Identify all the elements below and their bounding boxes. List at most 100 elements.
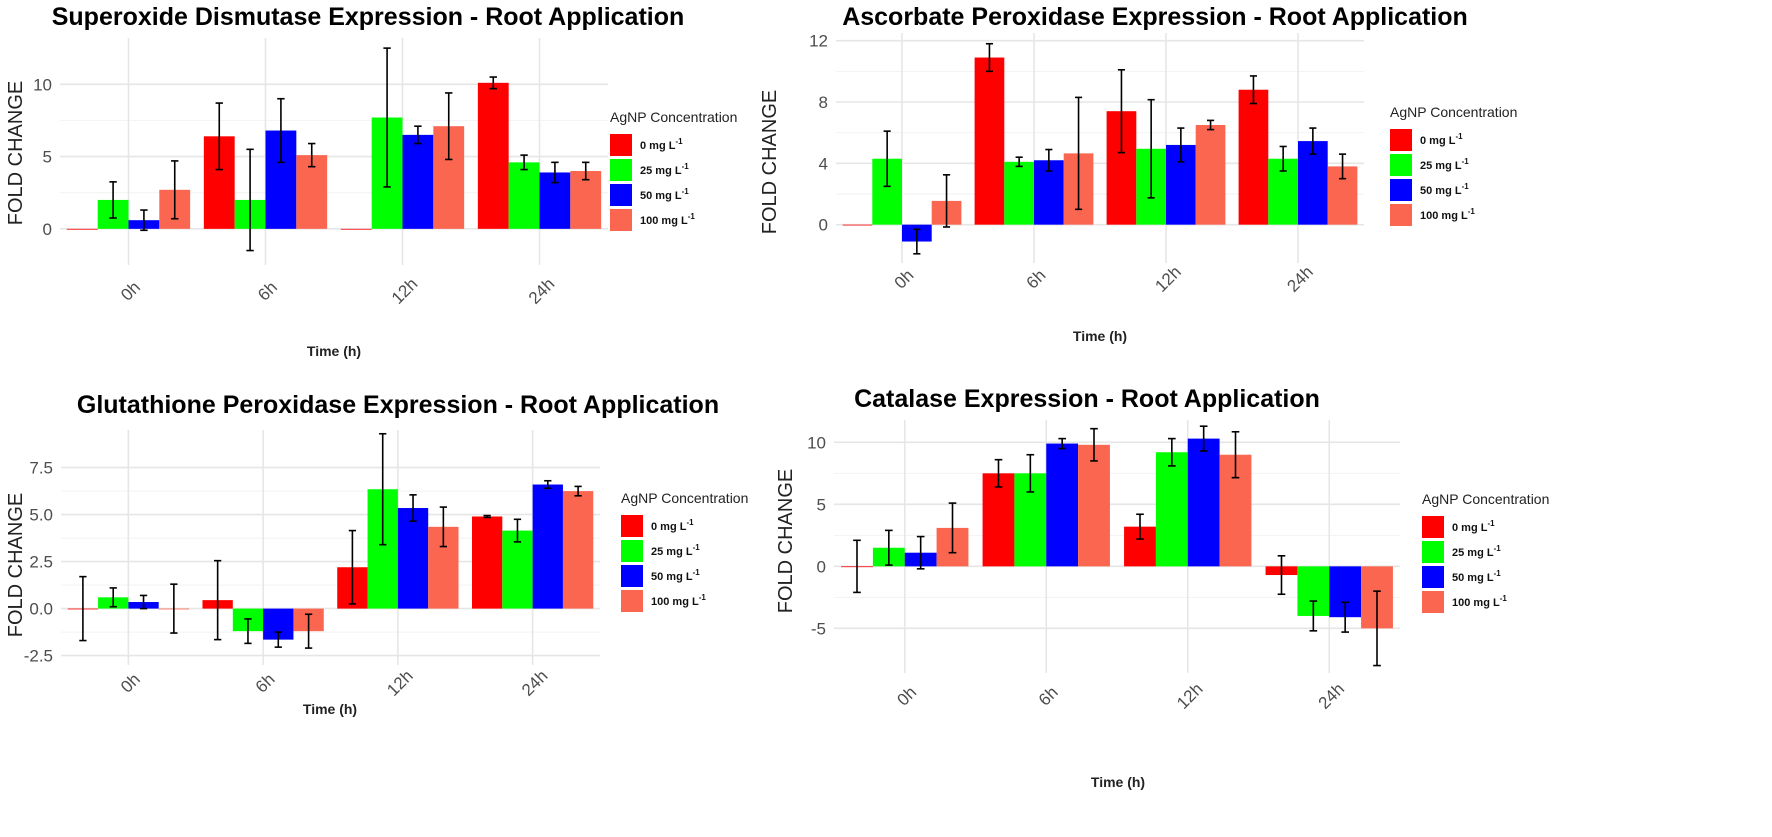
x-tick-label: 6h (1023, 266, 1050, 293)
legend-swatch (610, 209, 632, 231)
legend-label: 50 mg L-1 (640, 187, 689, 202)
legend-title: AgNP Concentration (1390, 104, 1517, 120)
legend-superscript: -1 (1487, 519, 1495, 528)
chart-panel-1: 0 5 10 0h 6h 12h 24h Superoxide Dismutase Expre… (5, 3, 737, 359)
legend-label: 100 mg L-1 (651, 593, 706, 608)
x-tick-label: 12h (1151, 262, 1184, 295)
legend-label: 100 mg L-1 (1452, 594, 1507, 609)
x-tick-label: 24h (1315, 679, 1348, 712)
bar[interactable] (508, 162, 540, 229)
series-2 (904, 425, 1362, 633)
bar[interactable] (1078, 444, 1110, 567)
bar[interactable] (532, 484, 563, 609)
x-tick-label: 12h (388, 274, 421, 307)
bar[interactable] (842, 224, 873, 226)
series-0 (841, 458, 1298, 596)
bar[interactable] (1046, 443, 1079, 567)
series-2 (128, 97, 571, 232)
legend-label: 0 mg L-1 (1452, 519, 1495, 534)
legend-swatch (621, 540, 643, 562)
legend-swatch (621, 565, 643, 587)
series-0 (66, 76, 509, 230)
y-tick-label: 0 (817, 557, 826, 576)
legend-superscript: -1 (1494, 569, 1502, 578)
legend: AgNP Concentration 0 mg L-1 25 mg L-1 50 mg… (610, 109, 737, 231)
bar[interactable] (397, 508, 429, 609)
series-1 (872, 98, 1298, 225)
bar[interactable] (471, 516, 503, 609)
legend: AgNP Concentration 0 mg L-1 25 mg L-1 50 mg… (1422, 491, 1549, 613)
legend-label: 100 mg L-1 (1420, 207, 1475, 222)
x-tick-label: 0h (893, 683, 920, 710)
bar[interactable] (1187, 438, 1220, 567)
y-tick-label: 0 (43, 220, 52, 239)
legend-superscript: -1 (682, 162, 690, 171)
legend-superscript: -1 (1462, 182, 1470, 191)
y-tick-label: 5 (43, 148, 52, 167)
y-axis-label: FOLD CHANGE (775, 469, 797, 613)
grid (834, 420, 1400, 673)
series-0 (842, 42, 1269, 226)
x-axis-label: Time (h) (303, 701, 357, 717)
chart-title: Ascorbate Peroxidase Expression - Root A… (842, 3, 1468, 31)
legend-label: 25 mg L-1 (1452, 544, 1501, 559)
bar[interactable] (66, 228, 98, 230)
legend: AgNP Concentration 0 mg L-1 25 mg L-1 50 mg… (621, 490, 748, 612)
x-axis-label: Time (h) (307, 343, 361, 359)
series-3 (931, 96, 1358, 228)
series-1 (98, 432, 533, 645)
legend-title: AgNP Concentration (621, 490, 748, 506)
bar[interactable] (340, 228, 372, 230)
legend-swatch (1390, 179, 1412, 201)
legend-swatch (1390, 129, 1412, 151)
y-tick-label: 0 (819, 216, 828, 235)
legend-superscript: -1 (699, 593, 707, 602)
legend-title: AgNP Concentration (1422, 491, 1549, 507)
x-tick-label: 24h (1283, 262, 1316, 295)
x-tick-label: 6h (254, 278, 281, 305)
bar[interactable] (502, 530, 533, 609)
bar[interactable] (1298, 141, 1328, 225)
legend-label: 50 mg L-1 (651, 568, 700, 583)
y-tick-label: 0.0 (29, 600, 53, 619)
bar[interactable] (562, 491, 594, 609)
legend-swatch (610, 184, 632, 206)
bar[interactable] (477, 82, 509, 229)
y-tick-label: 10 (807, 433, 826, 452)
legend: AgNP Concentration 0 mg L-1 25 mg L-1 50 mg… (1390, 104, 1517, 226)
bar[interactable] (974, 57, 1005, 225)
chart-title: Catalase Expression - Root Application (854, 385, 1320, 413)
y-axis-label: FOLD CHANGE (5, 81, 27, 225)
legend-label: 100 mg L-1 (640, 212, 695, 227)
bar[interactable] (1004, 161, 1034, 225)
y-tick-label: 7.5 (29, 459, 53, 478)
legend-superscript: -1 (693, 543, 701, 552)
bar[interactable] (1195, 125, 1226, 225)
y-tick-label: -2.5 (24, 647, 53, 666)
bar[interactable] (1238, 89, 1269, 225)
y-tick-label: 2.5 (29, 553, 53, 572)
legend-swatch (1422, 566, 1444, 588)
legend-superscript: -1 (1494, 544, 1502, 553)
series-1 (97, 47, 540, 252)
legend-title: AgNP Concentration (610, 109, 737, 125)
legend-superscript: -1 (686, 518, 694, 527)
legend-superscript: -1 (1500, 594, 1508, 603)
series-1 (872, 437, 1330, 632)
legend-superscript: -1 (682, 187, 690, 196)
bar[interactable] (982, 473, 1015, 567)
bar[interactable] (402, 134, 434, 229)
bar[interactable] (1155, 452, 1188, 567)
x-tick-label: 0h (117, 670, 144, 697)
y-tick-label: 5 (817, 495, 826, 514)
y-tick-label: -5 (811, 619, 826, 638)
bar[interactable] (570, 171, 602, 229)
y-tick-label: 8 (819, 93, 828, 112)
legend-swatch (1422, 516, 1444, 538)
x-tick-label: 12h (1173, 679, 1206, 712)
x-axis-label: Time (h) (1091, 774, 1145, 790)
series-3 (159, 92, 602, 229)
legend-superscript: -1 (1455, 132, 1463, 141)
legend-label: 25 mg L-1 (640, 162, 689, 177)
